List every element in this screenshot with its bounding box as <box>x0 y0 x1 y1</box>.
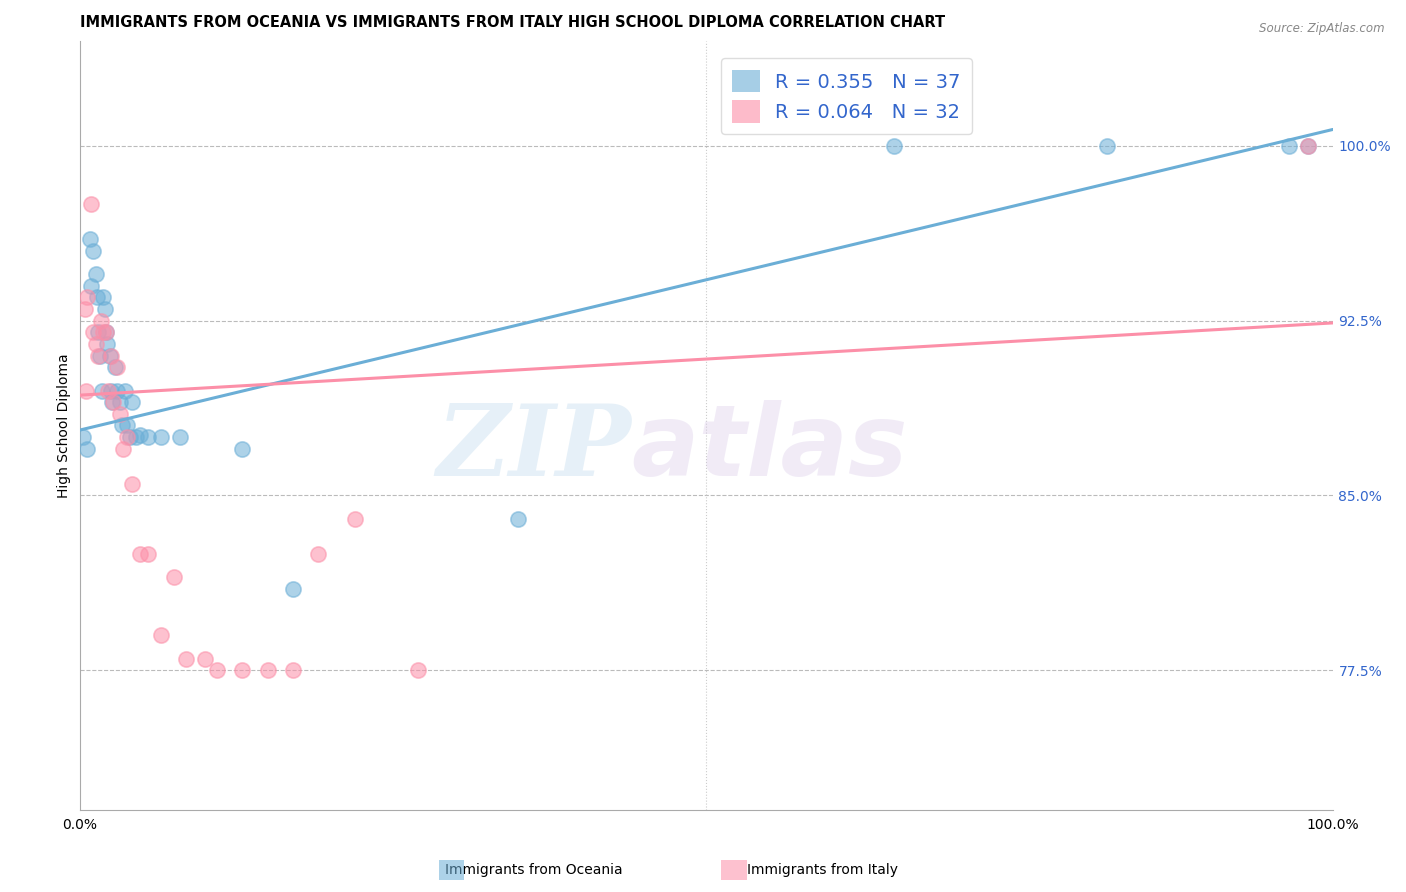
Point <box>89 349 111 363</box>
Point <box>90 313 112 327</box>
Y-axis label: High School Diploma: High School Diploma <box>58 353 72 498</box>
Point <box>344 512 367 526</box>
Point <box>76 290 98 304</box>
Point <box>87 325 110 339</box>
Point <box>100 384 122 398</box>
Point <box>105 384 128 398</box>
Point <box>1296 138 1319 153</box>
Point <box>162 570 184 584</box>
Text: Immigrants from Italy: Immigrants from Italy <box>747 863 898 877</box>
Point <box>207 663 229 677</box>
Point <box>231 442 253 456</box>
Point <box>103 395 125 409</box>
Point <box>115 418 138 433</box>
Legend: R = 0.355   N = 37, R = 0.064   N = 32: R = 0.355 N = 37, R = 0.064 N = 32 <box>721 58 972 135</box>
Point <box>118 430 141 444</box>
Point <box>80 278 103 293</box>
Point <box>108 395 131 409</box>
Point <box>79 232 101 246</box>
Point <box>84 267 107 281</box>
Point <box>112 442 135 456</box>
Point <box>149 430 172 444</box>
Text: Source: ZipAtlas.com: Source: ZipAtlas.com <box>1260 22 1385 36</box>
Point <box>281 663 304 677</box>
Point <box>82 244 104 258</box>
Point <box>93 301 115 316</box>
Point <box>76 442 98 456</box>
Point <box>80 197 103 211</box>
Point <box>115 430 138 444</box>
Point <box>101 395 124 409</box>
Point <box>231 663 253 677</box>
Point <box>128 427 150 442</box>
Point <box>86 290 108 304</box>
Point <box>94 325 117 339</box>
Text: IMMIGRANTS FROM OCEANIA VS IMMIGRANTS FROM ITALY HIGH SCHOOL DIPLOMA CORRELATION: IMMIGRANTS FROM OCEANIA VS IMMIGRANTS FR… <box>80 15 945 30</box>
Point <box>883 138 905 153</box>
Point <box>138 547 160 561</box>
Point <box>307 547 329 561</box>
Point <box>96 337 118 351</box>
Point <box>406 663 429 677</box>
Point <box>281 582 304 596</box>
Point <box>128 547 150 561</box>
Point <box>108 407 131 421</box>
Point <box>97 384 120 398</box>
Point <box>75 384 97 398</box>
Point <box>1278 138 1301 153</box>
Point <box>91 384 114 398</box>
Point <box>149 628 172 642</box>
Point <box>1296 138 1319 153</box>
Point <box>174 651 197 665</box>
Point <box>194 651 217 665</box>
Point <box>1095 138 1118 153</box>
Point <box>508 512 530 526</box>
Point <box>114 384 136 398</box>
Text: Immigrants from Oceania: Immigrants from Oceania <box>446 863 623 877</box>
Point <box>105 360 128 375</box>
Point <box>138 430 160 444</box>
Point <box>82 325 104 339</box>
Point <box>121 395 143 409</box>
Point <box>87 349 110 363</box>
Point <box>121 476 143 491</box>
Point <box>94 325 117 339</box>
Point <box>256 663 278 677</box>
Point <box>84 337 107 351</box>
Point <box>91 325 114 339</box>
Point <box>98 349 121 363</box>
Text: atlas: atlas <box>631 400 907 497</box>
Point <box>100 349 122 363</box>
Text: ZIP: ZIP <box>436 401 631 497</box>
Point <box>125 430 148 444</box>
Point <box>169 430 191 444</box>
Point <box>72 430 94 444</box>
Point <box>104 360 127 375</box>
Point <box>111 418 134 433</box>
Point <box>73 301 96 316</box>
Point <box>91 290 114 304</box>
